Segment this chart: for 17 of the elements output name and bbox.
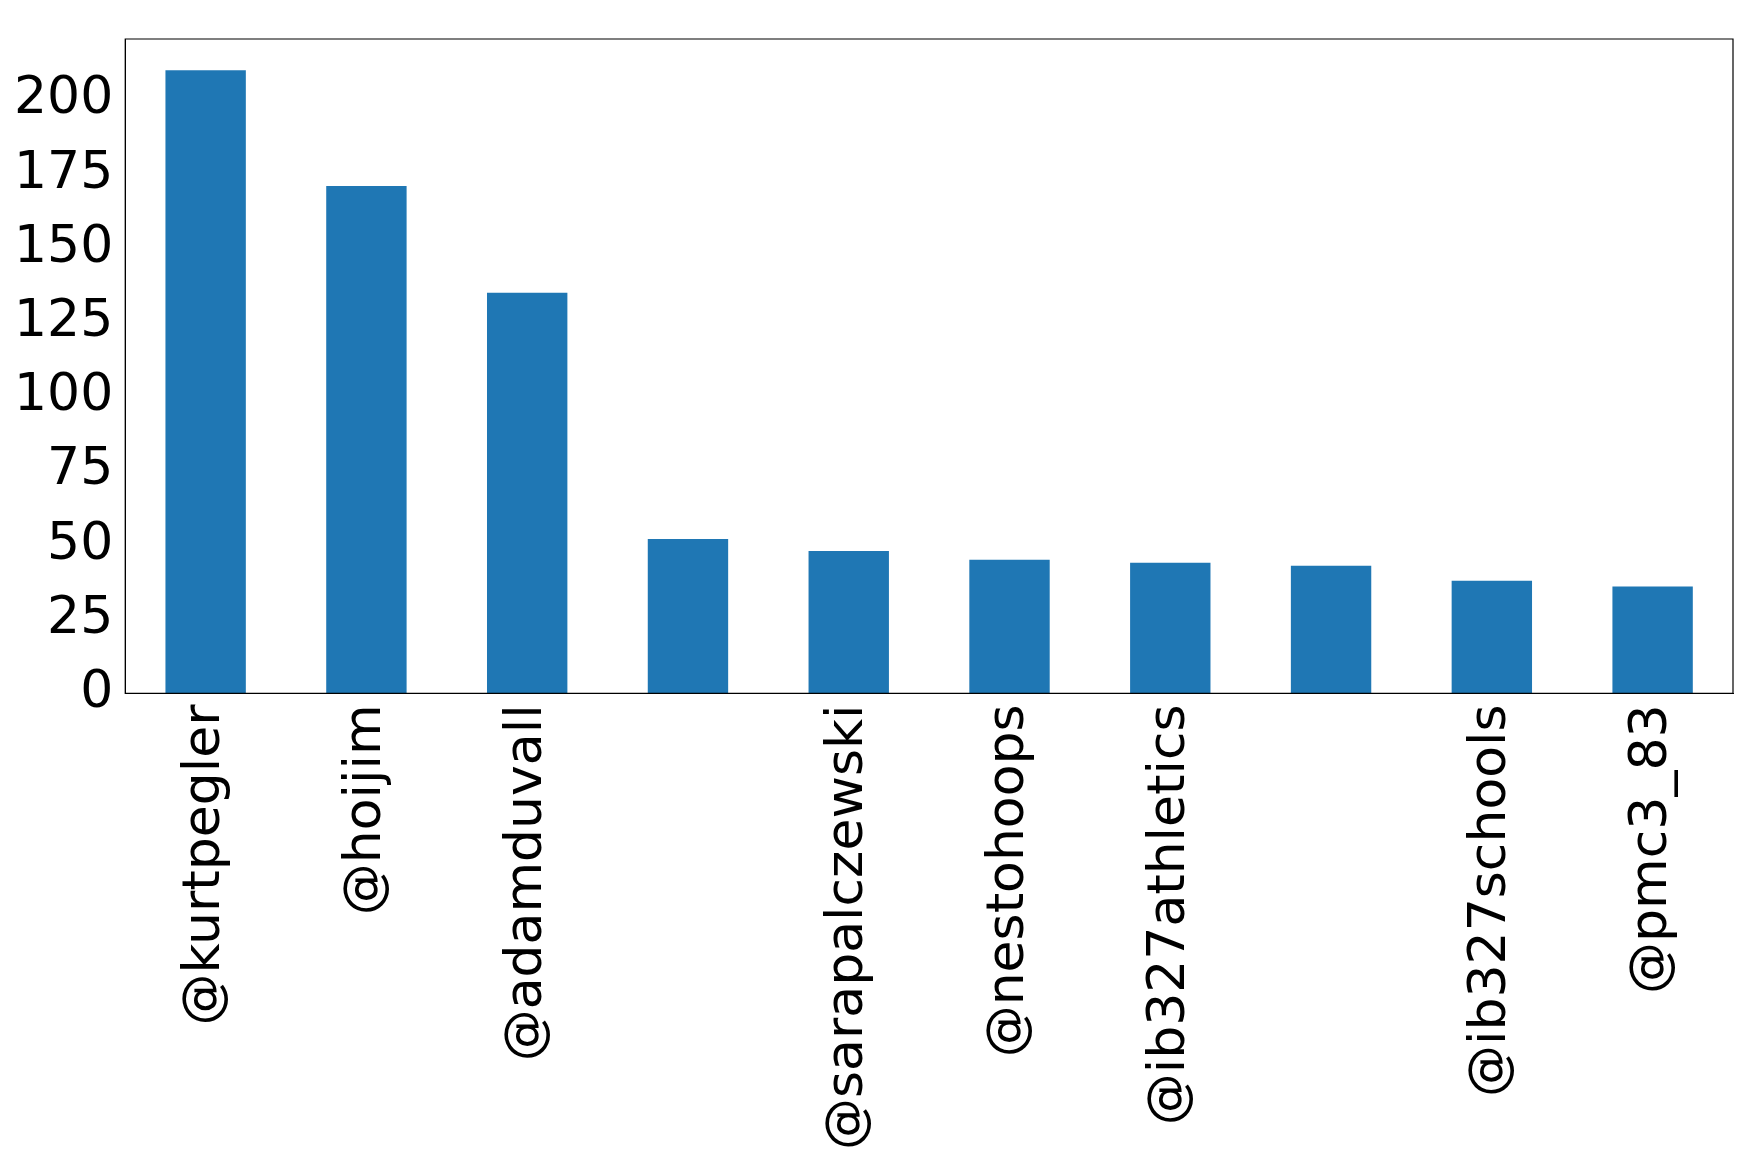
x-tick-label: @ib327athletics bbox=[1135, 704, 1196, 1126]
x-tick-label: @hoijim bbox=[331, 704, 392, 916]
y-tick-label: 125 bbox=[13, 287, 114, 348]
x-tick-label: @pmc3_83 bbox=[1618, 704, 1679, 994]
y-tick-label: 100 bbox=[13, 362, 114, 423]
y-tick-label: 150 bbox=[13, 213, 114, 274]
y-tick-label: 175 bbox=[13, 139, 114, 200]
x-tick-label: @nestohoops bbox=[975, 704, 1036, 1058]
x-tick-label: @sarapalczewski bbox=[814, 704, 875, 1151]
x-tick-label: @ib327schools bbox=[1457, 704, 1518, 1097]
y-tick-label: 200 bbox=[13, 65, 114, 126]
y-tick-label: 50 bbox=[47, 510, 114, 571]
y-tick-label: 0 bbox=[80, 658, 114, 719]
x-tick-label: @adamduvall bbox=[492, 704, 553, 1062]
x-tick-label: @kurtpegler bbox=[171, 703, 232, 1026]
y-tick-label: 75 bbox=[47, 436, 114, 497]
y-tick-label: 25 bbox=[47, 584, 114, 645]
